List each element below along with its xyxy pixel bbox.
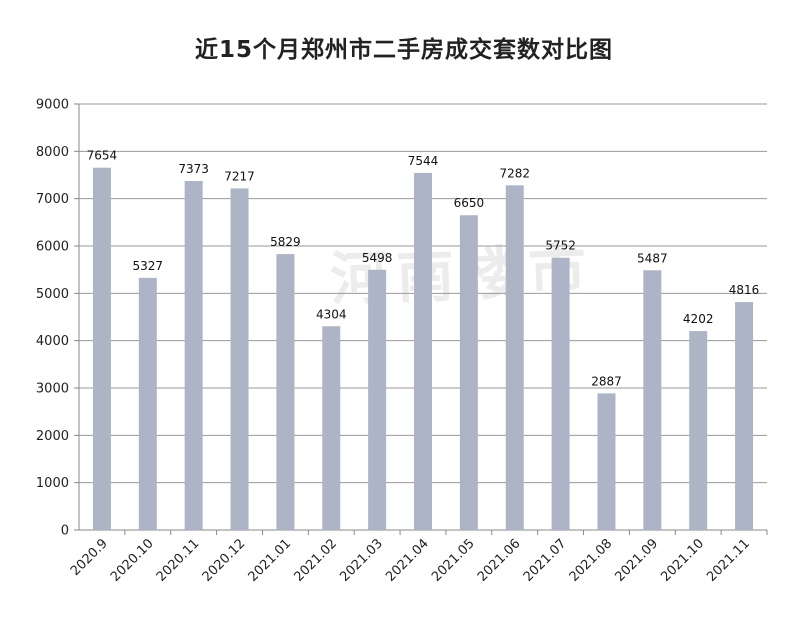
x-tick-label: 2021.11	[704, 536, 753, 585]
bar	[505, 185, 524, 530]
bar	[368, 269, 387, 530]
data-label: 7217	[224, 169, 255, 183]
x-tick-label: 2021.10	[658, 536, 707, 585]
x-tick-label: 2021.03	[337, 536, 386, 585]
x-tick-label: 2021.08	[567, 536, 616, 585]
bar	[322, 326, 341, 530]
data-label: 5752	[545, 239, 576, 253]
bar	[276, 254, 295, 530]
data-label: 5487	[637, 251, 668, 265]
y-tick-label: 9000	[36, 98, 69, 113]
data-label: 7654	[87, 149, 118, 163]
bar	[643, 270, 662, 530]
bar	[735, 302, 754, 530]
bar	[414, 172, 432, 530]
data-label: 4304	[316, 307, 347, 321]
x-tick-label: 2020.10	[108, 536, 157, 585]
y-tick-label: 1000	[36, 476, 69, 491]
data-label: 6650	[454, 196, 485, 210]
bar	[689, 331, 708, 530]
bar	[184, 181, 203, 530]
y-axis: 0 1000 2000 3000 4000 5000 6000 7000 8000 9000	[36, 98, 80, 539]
x-tick-label: 2021.04	[383, 536, 432, 585]
y-tick-label: 4000	[36, 334, 69, 349]
bar	[92, 167, 111, 530]
data-label: 5829	[270, 235, 301, 249]
bar	[138, 277, 157, 530]
y-tick-label: 7000	[36, 192, 69, 207]
y-tick-label: 5000	[36, 287, 69, 302]
data-label: 5327	[133, 259, 164, 273]
data-labels: 7654 5327 7373 7217 5829 4304 5498 7544 6650 7282…	[87, 149, 760, 389]
x-tick-label: 2021.07	[521, 536, 570, 585]
x-tick-label: 2021.05	[429, 536, 478, 585]
y-tick-label: 2000	[36, 429, 69, 444]
y-tick-label: 8000	[36, 145, 69, 160]
bar	[597, 393, 616, 530]
data-label: 2887	[591, 374, 622, 388]
y-tick-label: 3000	[36, 382, 69, 397]
x-tick-label: 2021.01	[246, 536, 295, 585]
bars	[92, 167, 754, 531]
y-tick-label: 0	[61, 524, 69, 539]
x-tick-label: 2020.9	[68, 536, 111, 579]
data-label: 7282	[499, 166, 530, 180]
data-label: 4816	[729, 283, 760, 297]
x-tick-label: 2021.06	[475, 536, 524, 585]
bar	[551, 257, 570, 530]
x-tick-label: 2021.09	[613, 536, 662, 585]
x-axis: 2020.92020.102020.112020.122021.012021.0…	[68, 530, 768, 585]
chart-title: 近15个月郑州市二手房成交套数对比图	[194, 37, 613, 63]
data-label: 7544	[408, 154, 439, 168]
bar	[230, 188, 249, 531]
data-label: 5498	[362, 251, 393, 265]
x-tick-label: 2020.11	[154, 536, 203, 585]
x-tick-label: 2020.12	[200, 536, 249, 585]
data-label: 4202	[683, 312, 714, 326]
bar	[459, 215, 478, 530]
y-tick-label: 6000	[36, 240, 69, 255]
x-tick-label: 2021.02	[291, 536, 340, 585]
data-label: 7373	[178, 162, 209, 176]
